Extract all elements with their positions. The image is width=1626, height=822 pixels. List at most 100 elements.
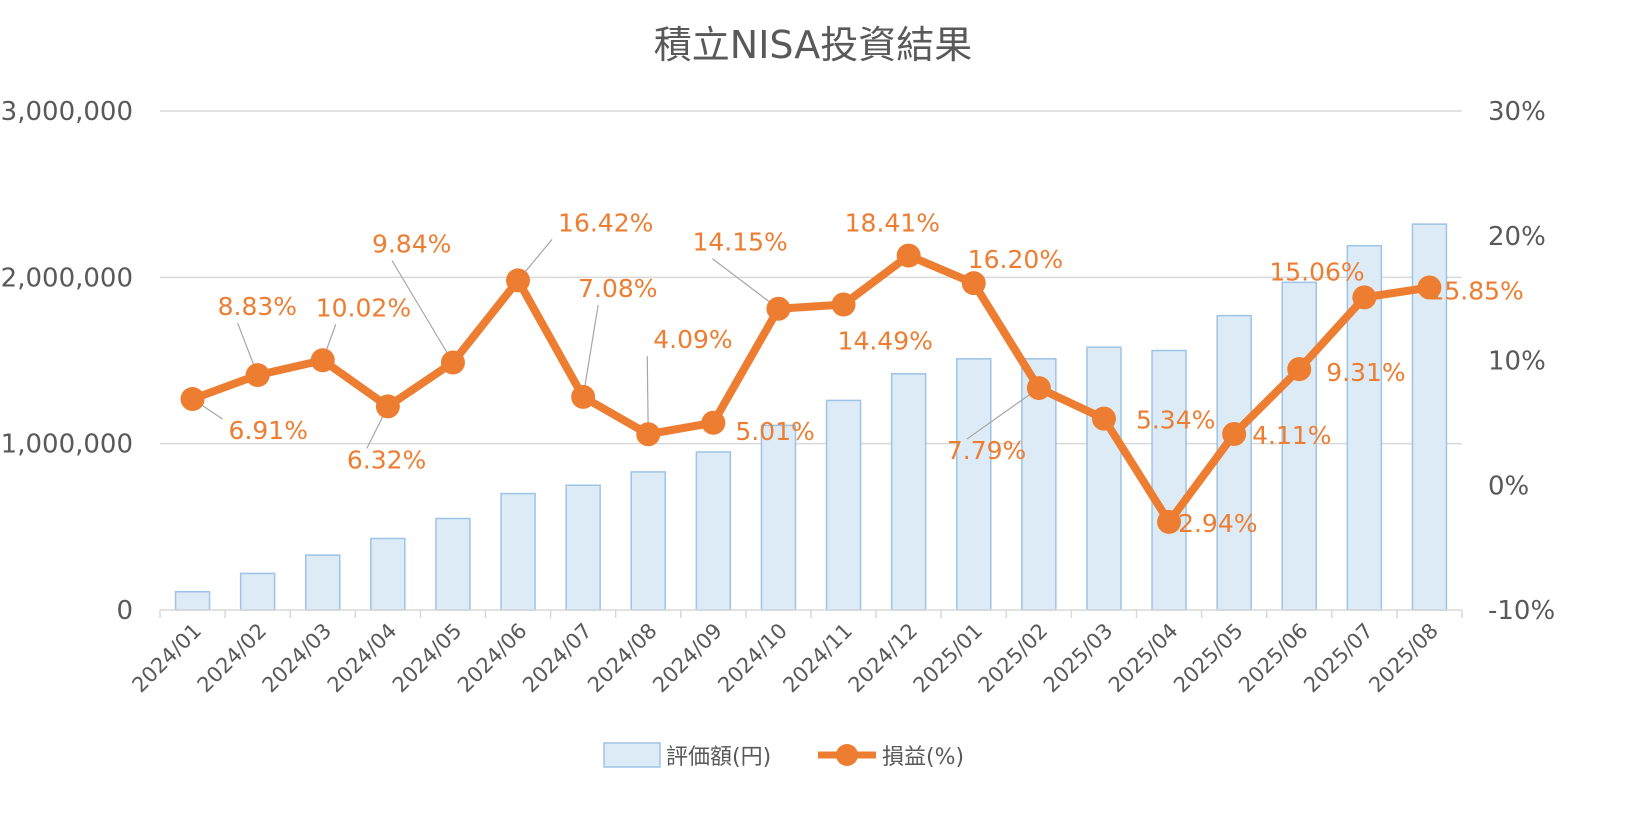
data-label: 7.79% — [947, 436, 1026, 465]
line-point — [766, 296, 791, 321]
bar — [435, 517, 471, 611]
x-axis-tick-label: 2025/07 — [1299, 619, 1378, 698]
x-axis-ticks — [159, 610, 1463, 618]
bar — [174, 590, 211, 611]
x-axis-tick-label: 2025/06 — [1234, 619, 1313, 698]
data-label: 14.15% — [692, 228, 787, 257]
gridlines — [160, 110, 1462, 445]
x-axis-tick-label: 2024/08 — [583, 619, 662, 698]
x-axis-tick-label: 2024/09 — [648, 619, 727, 698]
data-label: 5.34% — [1136, 406, 1215, 435]
bar — [695, 451, 732, 611]
bar — [305, 554, 341, 611]
line-point — [701, 410, 726, 435]
data-label: 15.06% — [1269, 257, 1364, 286]
bar — [1021, 358, 1057, 611]
legend-label-line: 損益(%) — [882, 745, 964, 770]
x-axis-tick-label: 2024/07 — [518, 619, 597, 698]
leader-line — [391, 260, 454, 363]
data-label: 9.84% — [372, 229, 451, 258]
line-point — [1417, 275, 1442, 300]
leader-line — [582, 304, 599, 398]
line-point — [1157, 509, 1182, 534]
line-point — [506, 268, 531, 293]
x-axis-tick-label: 2024/03 — [258, 619, 337, 698]
bar — [370, 537, 406, 611]
x-axis-tick-label: 2024/10 — [713, 619, 792, 698]
line-point — [1352, 285, 1377, 310]
line-point — [310, 348, 335, 373]
data-label: 15.85% — [1428, 277, 1523, 306]
x-axis-tick-label: 2024/02 — [193, 619, 272, 698]
bar — [890, 373, 927, 611]
bar — [956, 358, 992, 611]
left-axis-tick-label: 2,000,000 — [1, 263, 133, 293]
legend-label-bar: 評価額(円) — [666, 745, 771, 770]
bar — [630, 471, 666, 611]
bar — [565, 484, 601, 611]
bar — [1086, 346, 1122, 611]
x-axis-tick-label: 2024/04 — [323, 619, 402, 698]
x-axis-tick-label: 2024/01 — [127, 619, 206, 698]
data-label: 6.91% — [229, 416, 308, 445]
line-point — [1222, 421, 1247, 446]
data-label: 9.31% — [1326, 358, 1405, 387]
bar — [500, 492, 536, 611]
line-point — [1287, 357, 1312, 382]
line-path — [188, 251, 1434, 526]
leader-line — [966, 387, 1040, 440]
data-label: 14.49% — [838, 326, 933, 355]
data-label: 5.01% — [735, 417, 814, 446]
data-label: 18.41% — [845, 209, 940, 238]
bar — [1151, 349, 1187, 611]
x-axis-tick-label: 2024/11 — [778, 619, 857, 698]
line-point — [636, 422, 661, 447]
data-label: 10.02% — [316, 293, 411, 322]
x-axis-tick-label: 2024/05 — [388, 619, 467, 698]
bar — [1216, 314, 1252, 611]
line-point — [1091, 406, 1116, 431]
legend: 評価額(円) 損益(%) — [603, 742, 964, 770]
left-axis-tick-label: 0 — [116, 596, 133, 626]
line-point — [831, 292, 856, 317]
data-label: 16.20% — [968, 245, 1063, 274]
bar — [239, 572, 276, 611]
left-axis-tick-label: 1,000,000 — [1, 430, 133, 460]
right-axis-tick-label: -10% — [1488, 596, 1555, 626]
line-point — [571, 384, 596, 409]
data-label: 4.09% — [653, 325, 732, 354]
right-axis-tick-label: 0% — [1488, 471, 1529, 501]
line-point — [440, 350, 465, 375]
legend-swatch-marker — [836, 744, 858, 766]
data-label: 6.32% — [347, 445, 426, 474]
line-point — [375, 394, 400, 419]
x-axis-tick-label: 2025/03 — [1039, 619, 1118, 698]
bar — [1281, 281, 1317, 611]
left-axis-tick-label: 3,000,000 — [1, 97, 133, 127]
line-point — [896, 243, 921, 268]
legend-swatch-bar — [603, 742, 661, 768]
data-label: -2.94% — [1169, 509, 1257, 538]
left-axis: 0 1,000,000 2,000,000 3,000,000 — [1, 97, 133, 626]
data-label: 7.08% — [578, 274, 657, 303]
bar — [825, 399, 862, 611]
data-label: 4.11% — [1252, 421, 1331, 450]
right-axis: -10% 0% 10% 20% 30% — [1488, 97, 1555, 626]
line-point — [961, 271, 986, 296]
leader-line — [646, 356, 649, 435]
leader-line — [712, 258, 779, 310]
right-axis-tick-label: 30% — [1488, 97, 1546, 127]
x-axis-tick-label: 2025/02 — [974, 619, 1053, 698]
x-axis-tick-label: 2025/08 — [1364, 619, 1443, 698]
x-axis-tick-label: 2025/04 — [1104, 619, 1183, 698]
data-label: 8.83% — [218, 292, 297, 321]
bar — [760, 424, 797, 611]
x-axis-tick-label: 2025/05 — [1169, 619, 1248, 698]
right-axis-tick-label: 10% — [1488, 347, 1546, 377]
x-axis-tick-label: 2024/12 — [844, 619, 923, 698]
line-point — [245, 363, 270, 388]
line-markers — [180, 243, 1442, 534]
